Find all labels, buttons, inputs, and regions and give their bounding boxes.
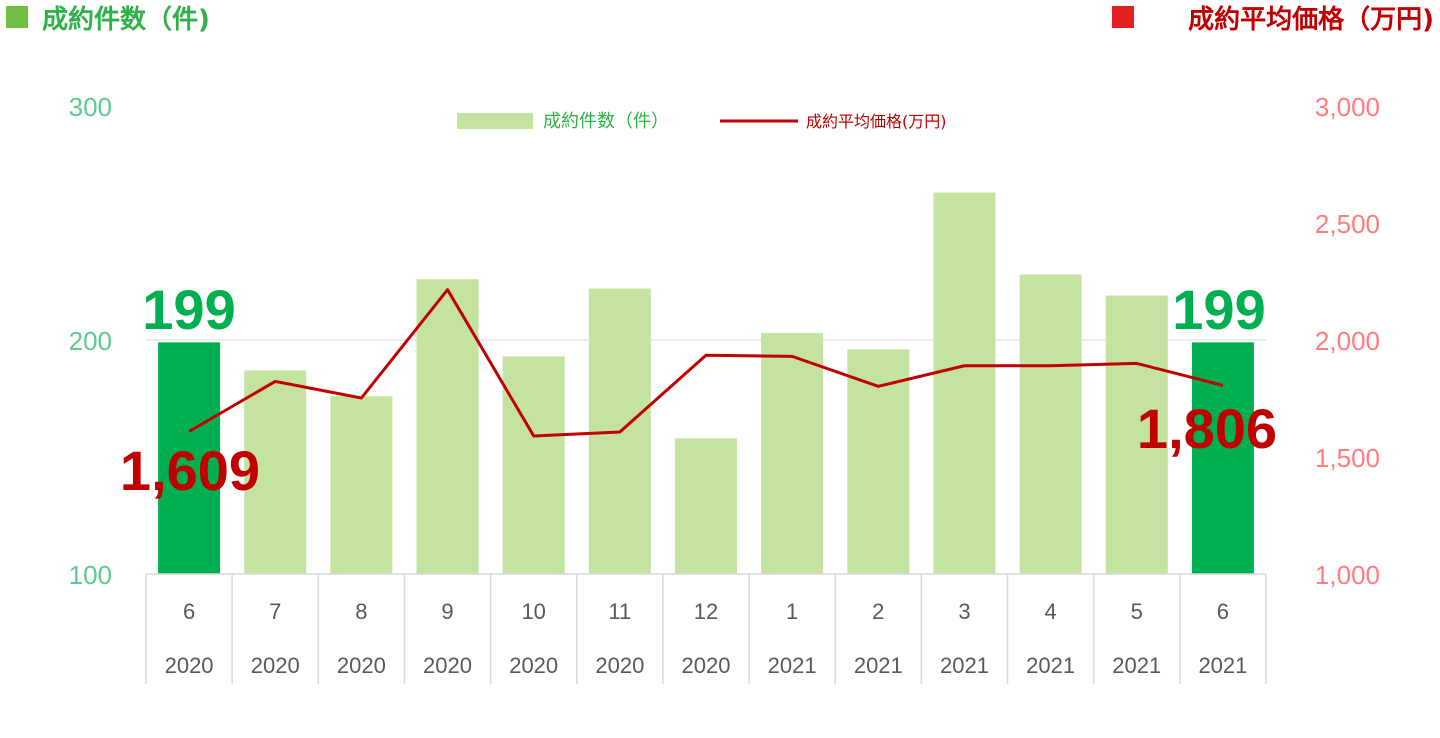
- x-tick-year: 2021: [854, 653, 903, 678]
- last-count-label: 199: [1172, 278, 1265, 341]
- x-tick-year: 2021: [1026, 653, 1075, 678]
- right-axis: 1,000 1,500 2,000 2,500 3,000: [1315, 92, 1380, 590]
- bar: [502, 356, 565, 574]
- x-tick-year: 2021: [940, 653, 989, 678]
- bar: [847, 349, 910, 574]
- x-tick-month: 6: [1217, 599, 1229, 624]
- left-tick-label: 300: [69, 92, 112, 122]
- bar: [1105, 295, 1168, 574]
- bar: [244, 370, 307, 574]
- first-count-label: 199: [142, 278, 235, 341]
- right-tick-label: 3,000: [1315, 92, 1380, 122]
- x-tick-year: 2020: [595, 653, 644, 678]
- bar: [158, 342, 221, 574]
- right-axis-title: 成約平均価格（万円): [1188, 4, 1434, 35]
- bar: [675, 438, 737, 574]
- left-tick-label: 100: [69, 560, 112, 590]
- x-tick-month: 8: [355, 599, 367, 624]
- x-tick-year: 2020: [682, 653, 731, 678]
- x-tick-year: 2020: [337, 653, 386, 678]
- bar: [416, 279, 479, 574]
- x-tick-year: 2020: [165, 653, 214, 678]
- right-tick-label: 2,000: [1315, 326, 1380, 356]
- x-tick-month: 4: [1044, 599, 1056, 624]
- bar: [330, 396, 393, 574]
- x-tick-year: 2021: [1112, 653, 1161, 678]
- x-tick-year: 2020: [509, 653, 558, 678]
- x-tick-month: 1: [786, 599, 798, 624]
- bar: [761, 332, 824, 574]
- right-tick-label: 1,000: [1315, 560, 1380, 590]
- x-tick-month: 12: [694, 599, 718, 624]
- x-tick-month: 5: [1131, 599, 1143, 624]
- x-tick-month: 3: [958, 599, 970, 624]
- x-tick-month: 10: [521, 599, 545, 624]
- line-series: [188, 288, 1224, 438]
- x-tick-month: 11: [608, 599, 631, 624]
- x-axis: 6202072020820209202010202011202012202012…: [145, 573, 1267, 684]
- legend-bar-label: 成約件数（件）: [543, 111, 669, 132]
- bar: [1019, 274, 1082, 574]
- legend-line-label: 成約平均価格(万円): [806, 112, 947, 131]
- x-tick-month: 6: [183, 599, 195, 624]
- right-tick-label: 2,500: [1315, 209, 1380, 239]
- x-tick-year: 2020: [251, 653, 300, 678]
- x-tick-month: 9: [441, 599, 453, 624]
- left-axis-title: 成約件数（件): [42, 4, 210, 35]
- x-tick-year: 2021: [1198, 653, 1247, 678]
- legend: 成約件数（件） 成約平均価格(万円): [457, 111, 947, 132]
- x-tick-month: 7: [269, 599, 281, 624]
- x-tick-year: 2020: [423, 653, 472, 678]
- x-tick-year: 2021: [768, 653, 817, 678]
- last-price-label: 1,806: [1137, 397, 1277, 460]
- bar-series: [158, 192, 1254, 574]
- price-line: [188, 288, 1224, 438]
- legend-bar-swatch: [457, 113, 533, 129]
- left-title-marker: [6, 6, 28, 28]
- x-tick-month: 2: [872, 599, 884, 624]
- bar: [933, 192, 996, 574]
- left-axis: 100 200 300: [69, 92, 112, 590]
- right-title-marker: [1112, 6, 1134, 28]
- left-tick-label: 200: [69, 326, 112, 356]
- first-price-label: 1,609: [120, 439, 260, 502]
- right-tick-label: 1,500: [1315, 443, 1380, 473]
